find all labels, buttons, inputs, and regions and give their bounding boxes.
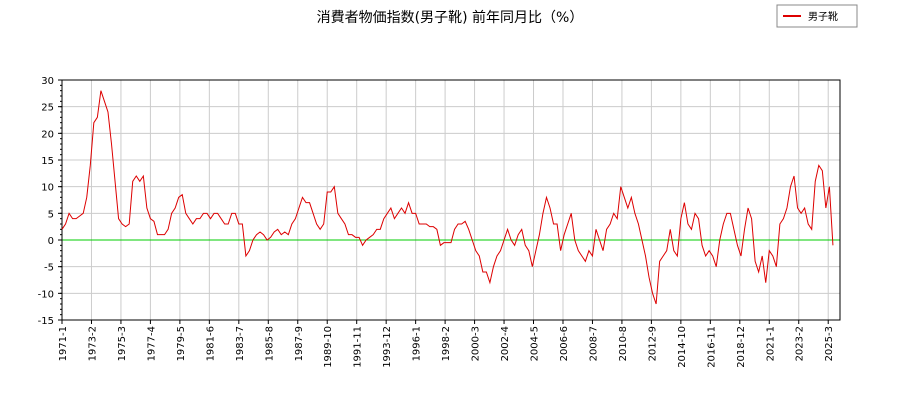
x-tick-label: 2010-8 [618, 326, 629, 361]
plot-area [61, 79, 841, 321]
x-tick-label: 2023-2 [795, 326, 806, 361]
y-tick-label: 20 [41, 129, 54, 140]
x-tick-label: 1996-1 [412, 326, 423, 361]
x-tick-label: 1985-8 [264, 326, 275, 361]
y-tick-label: -10 [38, 289, 54, 300]
x-tick-label: 2000-3 [471, 326, 482, 361]
x-tick-label: 1975-3 [117, 326, 128, 361]
x-tick-label: 1987-9 [294, 326, 305, 361]
y-tick-label: -5 [44, 263, 54, 274]
x-tick-label: 2002-4 [500, 326, 511, 361]
x-tick-label: 2004-5 [530, 326, 541, 361]
x-tick-label: 1973-2 [87, 326, 98, 361]
y-tick-label: 5 [48, 209, 54, 220]
x-tick-label: 1998-2 [441, 326, 452, 361]
y-tick-label: 15 [41, 156, 54, 167]
legend-box [776, 4, 858, 28]
x-tick-label: 1989-10 [323, 326, 334, 368]
y-tick-label: 30 [41, 76, 54, 87]
x-tick-label: 1981-6 [205, 326, 216, 361]
data-line [61, 90, 834, 305]
x-tick-label: 1991-11 [353, 326, 364, 368]
legend-label: 男子靴 [808, 10, 838, 23]
y-tick-label: 0 [48, 236, 54, 247]
y-tick-label: 10 [41, 183, 54, 194]
x-tick-label: 2025-3 [824, 326, 835, 361]
y-tick-label: 25 [41, 103, 54, 114]
x-tick-label: 2016-11 [706, 326, 717, 368]
x-tick-label: 1993-12 [382, 326, 393, 368]
x-tick-label: 2008-7 [588, 326, 599, 361]
x-tick-label: 1979-5 [176, 326, 187, 361]
chart-title: 消費者物価指数(男子靴) 前年同月比（%） [317, 9, 584, 26]
plot-frame [61, 79, 841, 321]
x-tick-label: 2018-12 [736, 326, 747, 368]
x-tick-label: 2006-6 [559, 326, 570, 361]
x-tick-label: 1977-4 [146, 326, 157, 361]
x-tick-label: 2014-10 [677, 326, 688, 368]
x-tick-label: 2012-9 [647, 326, 658, 361]
x-tick-label: 1983-7 [235, 326, 246, 361]
y-tick-label: -15 [38, 316, 54, 327]
x-tick-label: 2021-1 [765, 326, 776, 361]
x-tick-label: 1971-1 [58, 326, 69, 361]
